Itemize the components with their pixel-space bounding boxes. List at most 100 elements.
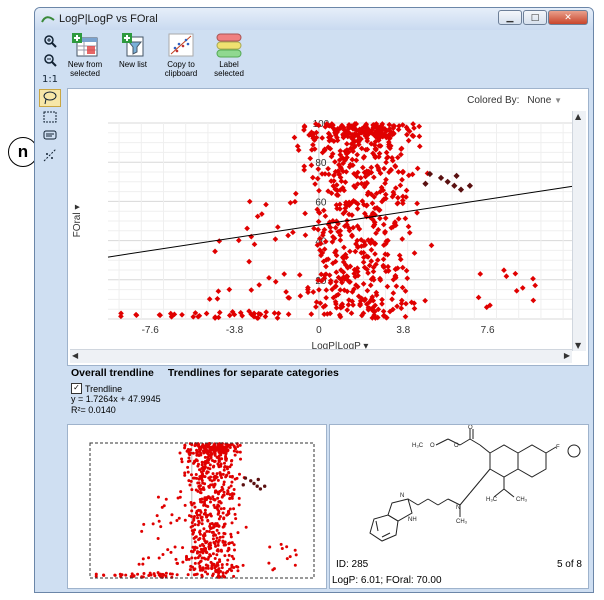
overview-point [183, 471, 187, 475]
data-point [272, 236, 279, 242]
annotation-icon[interactable] [39, 127, 61, 145]
scatter-plot-panel[interactable]: Colored By: None ▼ -7.6-3.803.87.6204060… [67, 88, 589, 366]
overview-point [193, 476, 197, 480]
overview-selected-point [256, 477, 260, 482]
overview-point [236, 531, 240, 535]
callout-n: n [8, 137, 38, 167]
overview-point [222, 493, 226, 497]
overview-point [200, 573, 204, 577]
close-button[interactable]: ✕ [548, 10, 588, 25]
overview-point [219, 462, 223, 466]
scroll-up-icon[interactable]: ▲ [575, 112, 582, 121]
overview-panel[interactable] [67, 424, 327, 589]
overview-point [197, 481, 201, 485]
data-point [398, 151, 404, 158]
data-point [309, 147, 315, 153]
overview-point [189, 525, 193, 529]
data-point [301, 123, 308, 129]
scroll-right-icon[interactable]: ▶ [563, 351, 570, 360]
overview-point [187, 557, 191, 561]
svg-text:N: N [456, 505, 460, 511]
data-point [355, 243, 361, 250]
overview-point [218, 446, 222, 450]
trendline-icon[interactable] [39, 146, 61, 164]
data-point [411, 305, 418, 312]
data-point [399, 297, 405, 304]
overview-chart[interactable] [68, 425, 326, 588]
data-point [351, 286, 357, 292]
copy-to-clipboard-button[interactable]: Copy to clipboard [161, 32, 201, 90]
lasso-icon[interactable] [39, 89, 61, 107]
overview-point [142, 572, 146, 576]
minimize-button[interactable]: ▁ [498, 10, 522, 25]
overview-point [204, 563, 208, 567]
new-list-button[interactable]: New list [113, 32, 153, 90]
overview-point [294, 553, 298, 557]
overview-point [206, 572, 210, 576]
svg-text:O: O [454, 443, 459, 449]
overview-point [241, 563, 245, 567]
overview-point [293, 563, 297, 567]
overview-point [204, 513, 208, 517]
data-point [195, 313, 201, 320]
colored-by-selector[interactable]: Colored By: None ▼ [467, 95, 562, 106]
data-point [346, 297, 352, 303]
label-selected-button[interactable]: Label selected [209, 32, 249, 90]
data-point [370, 304, 377, 311]
data-point [324, 311, 331, 317]
overview-point [222, 522, 226, 526]
data-point [338, 267, 344, 273]
scroll-left-icon[interactable]: ◀ [72, 351, 79, 360]
overview-point [212, 464, 216, 468]
horizontal-scrollbar[interactable]: ◀ ▶ [70, 349, 572, 363]
data-point [381, 125, 388, 132]
overview-point [212, 540, 216, 544]
overview-point [214, 544, 218, 548]
tab-overall-trendline[interactable]: Overall trendline [71, 367, 154, 379]
trendline-checkbox[interactable]: ✓ [71, 383, 82, 394]
overview-point [201, 551, 205, 555]
data-point [393, 283, 400, 290]
data-point [370, 308, 376, 314]
tab-separate-trendlines[interactable]: Trendlines for separate categories [167, 367, 339, 379]
data-point [308, 311, 315, 317]
overview-point [191, 451, 195, 455]
overview-point [214, 474, 218, 478]
data-point [310, 142, 316, 148]
data-point [380, 187, 386, 194]
data-point [226, 312, 233, 319]
vertical-scrollbar[interactable]: ▲ ▼ [572, 111, 586, 351]
data-point [285, 232, 291, 239]
overview-point [224, 454, 228, 458]
overview-point [229, 443, 233, 447]
overview-point [230, 496, 234, 500]
molecule-structure: H₃C O O O F CH₃ H₃C CH₃ N N NH [369, 425, 581, 542]
overview-point [228, 497, 232, 501]
data-point [359, 164, 366, 171]
rect-select-icon[interactable] [39, 108, 61, 126]
overview-point [228, 492, 232, 496]
data-point [316, 210, 323, 216]
scroll-down-icon[interactable]: ▼ [575, 341, 582, 350]
overview-point [198, 446, 202, 450]
data-point [384, 251, 391, 258]
data-point [244, 225, 250, 232]
maximize-button[interactable]: □ [523, 10, 547, 25]
data-point [355, 272, 361, 279]
data-point [411, 125, 417, 131]
overview-point [194, 472, 198, 476]
data-point [359, 312, 365, 319]
overview-point [185, 554, 189, 558]
data-point [321, 226, 328, 233]
overview-point [219, 473, 223, 477]
data-point [344, 264, 351, 271]
zoom-out-icon[interactable] [39, 51, 61, 69]
scatter-chart[interactable]: -7.6-3.803.87.620406080100LogP|LogP ▾FOr… [68, 89, 588, 365]
new-from-selected-button[interactable]: New from selected [65, 32, 105, 90]
data-point [316, 187, 322, 194]
zoom-in-icon[interactable] [39, 32, 61, 50]
data-point [319, 250, 326, 256]
zoom-1to1-button[interactable]: 1:1 [41, 73, 59, 85]
overview-point [187, 452, 191, 456]
data-point [403, 300, 409, 307]
